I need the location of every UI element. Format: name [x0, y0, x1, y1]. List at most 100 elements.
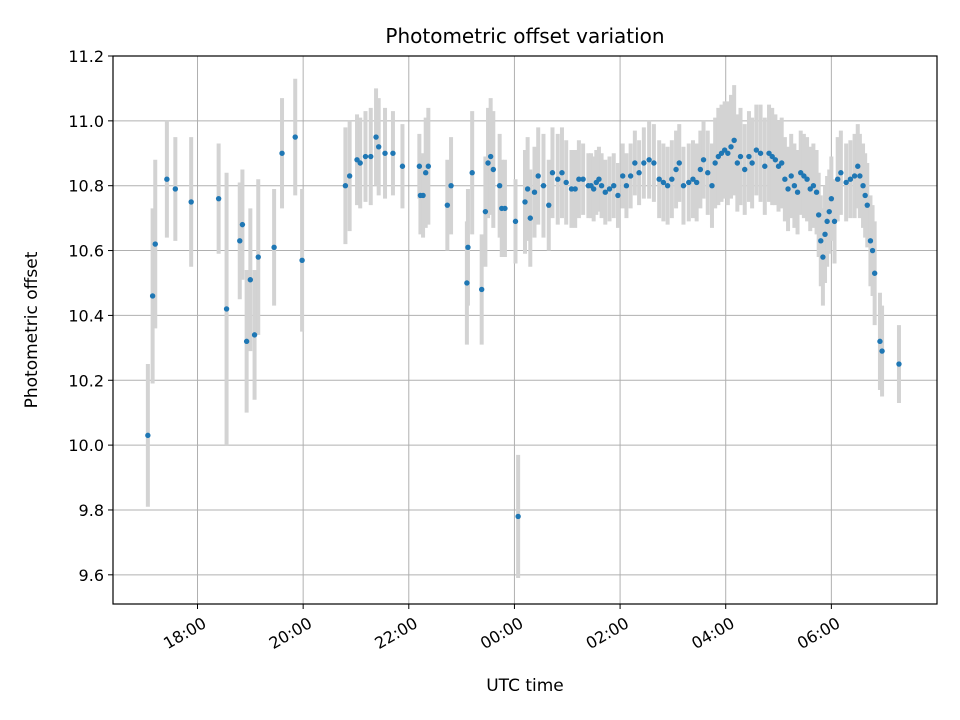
data-point [422, 170, 429, 176]
data-point [664, 183, 671, 189]
data-point [611, 183, 617, 189]
data-point [420, 192, 426, 199]
data-point [172, 186, 179, 192]
data-point [871, 270, 878, 276]
y-tick-label: 10.0 [68, 436, 104, 455]
data-point [444, 202, 451, 208]
data-point [237, 238, 243, 244]
data-point [485, 160, 491, 166]
data-point [709, 183, 715, 189]
data-point [559, 170, 565, 176]
data-point [623, 183, 630, 189]
data-point [651, 160, 657, 166]
data-point [522, 199, 528, 205]
x-axis-title: UTC time [486, 676, 564, 696]
data-point [851, 173, 858, 179]
data-point [512, 218, 519, 225]
data-point [857, 173, 863, 179]
data-point [490, 166, 497, 173]
data-point [656, 176, 662, 182]
data-point [255, 254, 261, 260]
data-point [712, 160, 718, 166]
data-point [375, 144, 382, 150]
data-point [602, 189, 608, 195]
data-point [540, 183, 547, 189]
data-point [843, 179, 849, 186]
data-point [342, 183, 349, 189]
data-point [382, 150, 388, 156]
data-point [215, 195, 222, 202]
data-point [572, 186, 578, 192]
data-point [546, 202, 552, 208]
data-point [822, 231, 828, 238]
data-point [749, 160, 755, 166]
data-point [862, 192, 868, 199]
data-point [469, 170, 475, 176]
data-point [690, 176, 696, 182]
data-point [465, 244, 471, 251]
data-point [596, 176, 602, 182]
data-point [299, 257, 305, 263]
data-point [788, 173, 794, 179]
data-point [673, 166, 679, 173]
data-point [680, 183, 687, 189]
data-point [535, 173, 541, 179]
data-point [834, 176, 841, 182]
data-point [737, 153, 744, 160]
data-point [164, 176, 170, 182]
data-point [487, 153, 494, 160]
data-point [145, 432, 151, 439]
data-point [620, 173, 626, 179]
y-axis-title: Photometric offset [22, 251, 42, 408]
data-point [860, 183, 866, 189]
data-point [864, 202, 870, 208]
data-point [496, 183, 503, 189]
data-point [416, 163, 423, 169]
data-point [826, 208, 832, 215]
y-tick-label: 10.2 [68, 371, 104, 390]
data-point [576, 176, 582, 182]
data-point [746, 153, 752, 160]
chart-title: Photometric offset variation [385, 24, 664, 48]
data-point [794, 189, 801, 195]
data-point [549, 170, 556, 176]
data-point [705, 170, 711, 176]
data-point [782, 176, 788, 182]
data-point [590, 186, 597, 192]
data-point [779, 160, 785, 166]
data-point [515, 513, 521, 520]
data-point [632, 160, 638, 166]
data-point [762, 163, 768, 169]
data-point [660, 179, 667, 186]
data-point [152, 241, 158, 247]
data-point [271, 244, 277, 251]
y-tick-label: 10.4 [68, 306, 104, 325]
data-point [772, 157, 779, 163]
data-point [742, 166, 748, 173]
data-point [292, 134, 298, 140]
data-point [686, 179, 692, 186]
data-point [598, 183, 605, 189]
data-point [693, 179, 700, 186]
data-point [627, 173, 634, 179]
data-point [390, 150, 396, 156]
data-point [524, 186, 531, 192]
data-points [145, 134, 902, 520]
data-point [247, 277, 254, 283]
data-point [239, 221, 246, 228]
y-tick-label: 11.2 [68, 47, 104, 66]
data-point [757, 150, 764, 156]
data-point [368, 153, 374, 160]
y-tick-label: 9.6 [79, 566, 104, 585]
data-point [831, 218, 838, 225]
data-point [279, 150, 285, 156]
data-point [527, 215, 533, 221]
data-point [464, 280, 470, 286]
data-point [149, 293, 156, 299]
data-point [606, 186, 613, 192]
data-point [791, 183, 798, 189]
data-point [728, 144, 734, 150]
data-point [810, 183, 817, 189]
